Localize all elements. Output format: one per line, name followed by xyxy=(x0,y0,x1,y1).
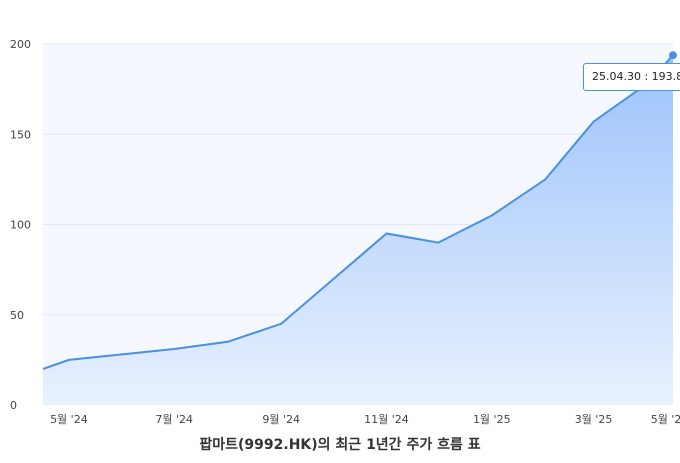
y-tick-label: 200 xyxy=(10,38,31,51)
x-tick-label: 1월 '25 xyxy=(473,413,511,426)
x-tick-label: 5월 '24 xyxy=(50,413,88,426)
y-tick-label: 0 xyxy=(10,399,17,412)
x-tick-label: 11월 '24 xyxy=(364,413,409,426)
price-tooltip: 25.04.30 : 193.8 xyxy=(583,63,680,91)
price-area xyxy=(43,55,673,405)
x-axis: 5월 '24 7월 '24 9월 '24 11월 '24 1월 '25 3월 '25 5월 … xyxy=(50,413,680,426)
x-tick-label: 3월 '25 xyxy=(575,413,613,426)
x-tick-label: 7월 '24 xyxy=(155,413,193,426)
y-tick-label: 150 xyxy=(10,128,31,141)
data-points xyxy=(669,51,677,60)
highlighted-point xyxy=(669,51,677,60)
y-tick-label: 50 xyxy=(10,309,24,322)
y-tick-label: 100 xyxy=(10,219,31,232)
x-tick-label: 5월 '25 xyxy=(651,413,680,426)
chart-caption: 팝마트(9992.HK)의 최근 1년간 주가 흐름 표 xyxy=(199,437,481,453)
x-tick-label: 9월 '24 xyxy=(262,413,300,426)
y-axis: 050100150200250 xyxy=(10,38,31,412)
price-line xyxy=(42,54,674,370)
